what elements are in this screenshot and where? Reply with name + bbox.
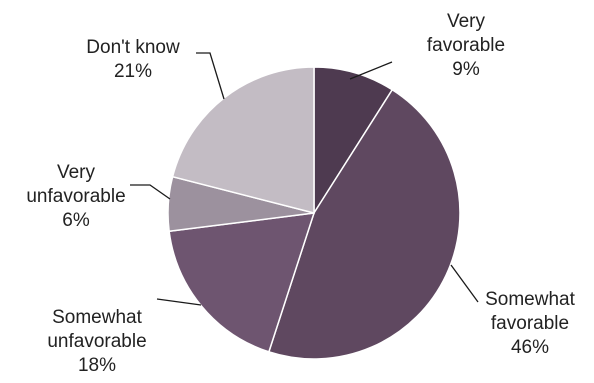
slice-value-somewhat-unfavorable: 18% [78, 355, 116, 376]
leader-line-very-favorable [349, 61, 393, 80]
pie-slice-somewhat-favorable [267, 88, 461, 360]
pie-slice-dont-know [171, 66, 315, 214]
slice-value-somewhat-favorable: 46% [511, 337, 549, 358]
pie-slice-somewhat-unfavorable [168, 212, 316, 353]
slice-label-somewhat-favorable: Somewhat favorable 46% [485, 289, 575, 358]
slice-value-very-favorable: 9% [452, 59, 480, 80]
slice-label-very-favorable: Very favorable 9% [427, 11, 505, 80]
pie-slices [167, 66, 461, 360]
slice-name-somewhat-favorable: Somewhat [485, 289, 575, 310]
pie-slice-very-favorable [313, 66, 394, 216]
slice-name-somewhat-favorable: favorable [491, 313, 569, 334]
slice-name-somewhat-unfavorable: Somewhat [52, 307, 142, 328]
slice-value-dont-know: 21% [114, 61, 152, 82]
slice-value-very-unfavorable: 6% [62, 210, 90, 231]
slice-label-dont-know: Don't know 21% [86, 37, 180, 82]
slice-name-dont-know: Don't know [86, 37, 180, 58]
leader-line-dont-know [196, 52, 225, 100]
slice-name-very-favorable: Very [447, 11, 486, 32]
slice-label-somewhat-unfavorable: Somewhat unfavorable 18% [47, 307, 146, 376]
slice-name-very-unfavorable: unfavorable [26, 186, 125, 207]
slice-name-very-unfavorable: Very [57, 162, 96, 183]
slice-label-very-unfavorable: Very unfavorable 6% [26, 162, 125, 231]
slice-labels: Very favorable 9%Somewhat favorable 46%Somew… [26, 11, 575, 376]
leader-line-very-unfavorable [130, 184, 171, 200]
leader-lines [130, 52, 479, 306]
slice-name-very-favorable: favorable [427, 35, 505, 56]
slice-name-somewhat-unfavorable: unfavorable [47, 331, 146, 352]
leader-line-somewhat-unfavorable [156, 298, 202, 306]
leader-line-somewhat-favorable [450, 264, 479, 303]
